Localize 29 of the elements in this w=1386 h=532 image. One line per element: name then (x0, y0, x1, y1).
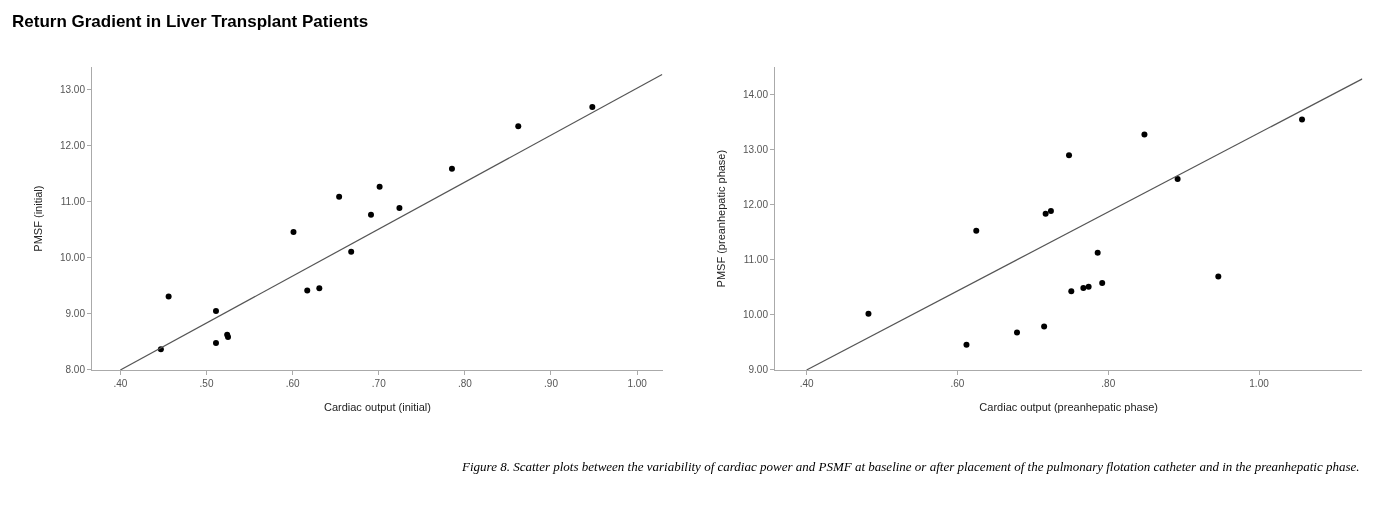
y-tick-label: 8.00 (65, 364, 86, 376)
y-tick-label: 11.00 (743, 254, 769, 266)
x-tick-label: 1.00 (1249, 377, 1270, 389)
y-tick-label: 11.00 (60, 196, 86, 208)
x-tick-label: .70 (371, 377, 387, 389)
x-tick-label: 1.00 (627, 377, 648, 389)
y-tick-label: 12.00 (59, 140, 86, 152)
y-tick-label: 9.00 (748, 364, 769, 376)
x-axis-title: Cardiac output (preanhepatic phase) (979, 401, 1158, 414)
y-tick-label: 12.00 (742, 199, 769, 211)
y-axis-title: PMSF (preanhepatic phase) (714, 149, 727, 288)
y-axis-title: PMSF (initial) (31, 185, 44, 252)
x-tick-label: .40 (799, 377, 815, 389)
y-tick-label: 13.00 (742, 144, 769, 156)
y-tick-label: 9.00 (65, 308, 86, 320)
y-tick-label: 10.00 (59, 252, 86, 264)
y-tick-label: 13.00 (59, 84, 86, 96)
y-tick-label: 10.00 (742, 309, 769, 321)
chart-title: Return Gradient in Liver Transplant Patients (12, 12, 369, 31)
x-tick-label: .60 (950, 377, 965, 389)
x-tick-label: .50 (199, 377, 214, 389)
x-tick-label: .80 (457, 377, 473, 389)
x-tick-label: .90 (544, 377, 559, 389)
caption: Figure 8. Scatter plots between the variability of cardiac power and PSMF at baseline or after placement of the pulmonary flotation catheter and in the preanhepatic phase. (461, 459, 1360, 474)
x-tick-label: .80 (1101, 377, 1116, 389)
x-axis-title: Cardiac output (initial) (323, 401, 431, 414)
x-tick-label: .40 (113, 377, 128, 389)
y-tick-label: 14.00 (742, 89, 769, 101)
x-tick-label: .60 (285, 377, 301, 389)
